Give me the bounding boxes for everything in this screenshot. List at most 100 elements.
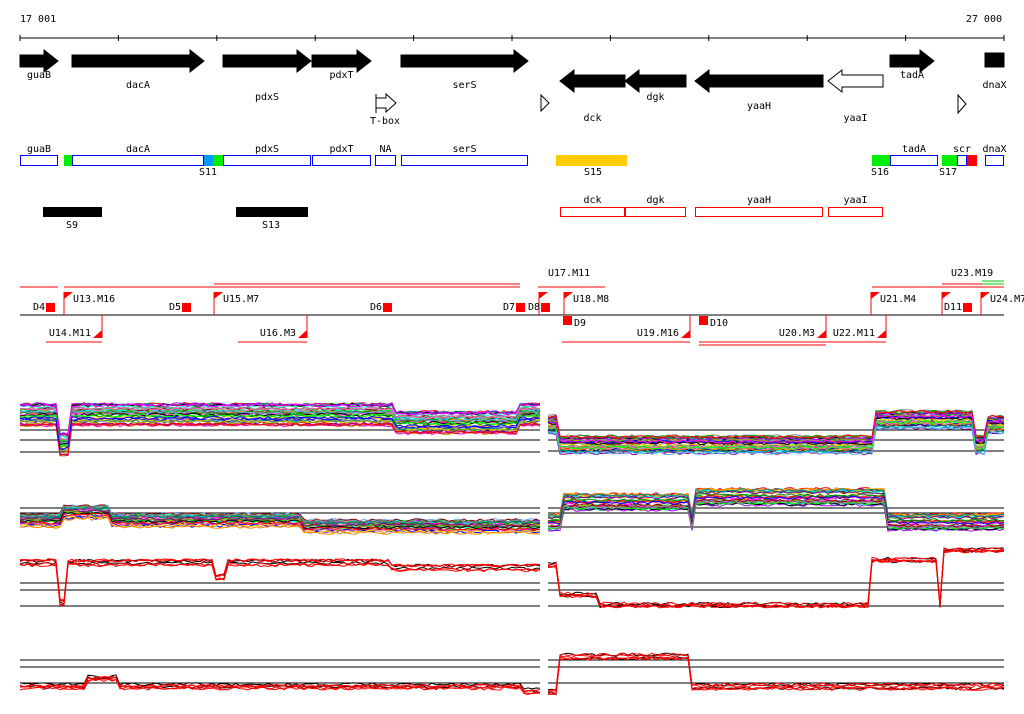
expression-trace: [19, 511, 541, 530]
axis-end-label: 27 000: [966, 14, 1002, 25]
gene-label-yaaI: yaaI: [843, 113, 867, 124]
transcript-label: dacA: [126, 144, 150, 155]
expression-trace: [547, 412, 1005, 441]
d-marker[interactable]: [541, 303, 550, 312]
d-label: D8: [528, 302, 540, 313]
transcript-label: NA: [379, 144, 391, 155]
d-marker[interactable]: [563, 316, 572, 325]
segment-S13[interactable]: [236, 207, 308, 217]
transcript-label: serS: [452, 144, 476, 155]
transcript-segment[interactable]: [890, 155, 938, 166]
gene-arrow-dnaX[interactable]: [984, 52, 1005, 68]
gene-arrow-dgk[interactable]: [624, 68, 687, 94]
tbox-arrow-icon: [375, 92, 397, 114]
d-label: D9: [574, 318, 586, 329]
d-label: D10: [710, 318, 728, 329]
expression-trace: [547, 547, 1004, 606]
gene-label-pdxS: pdxS: [255, 92, 279, 103]
antisense-dgk[interactable]: [625, 207, 686, 217]
expression-trace: [547, 415, 1005, 444]
gene-arrow-yaaH[interactable]: [694, 68, 824, 94]
transcript-segment[interactable]: [401, 155, 528, 166]
upshift-label: U13.M16: [73, 294, 115, 305]
d-marker[interactable]: [46, 303, 55, 312]
antisense-dck[interactable]: [560, 207, 625, 217]
transcript-segment[interactable]: [20, 155, 58, 166]
axis-start-label: 17 001: [20, 14, 56, 25]
transcript-label: tadA: [902, 144, 926, 155]
expression-trace: [547, 426, 1005, 456]
expression-trace: [547, 490, 1005, 520]
gene-arrow-guaB[interactable]: [19, 48, 59, 74]
transcript-segment[interactable]: [204, 155, 213, 166]
d-label: D6: [370, 302, 382, 313]
flag-icon: [214, 292, 223, 299]
expression-trace: [19, 406, 541, 442]
d-marker[interactable]: [182, 303, 191, 312]
expression-trace: [19, 563, 541, 607]
antisense-label: yaaI: [843, 195, 867, 206]
expression-trace: [19, 413, 541, 448]
antisense-yaaI[interactable]: [828, 207, 883, 217]
transcript-segment[interactable]: [957, 155, 967, 166]
gene-arrow-yaaI[interactable]: [827, 68, 884, 94]
flag-icon: [817, 330, 826, 338]
expression-trace: [19, 403, 541, 438]
expression-trace: [547, 549, 1005, 609]
terminator-icon: [957, 93, 967, 115]
gene-label-dacA: dacA: [126, 80, 150, 91]
flag-icon: [681, 330, 690, 338]
transcript-segment[interactable]: [556, 155, 627, 166]
transcript-segment[interactable]: [312, 155, 371, 166]
d-marker[interactable]: [699, 316, 708, 325]
gene-arrow-dacA[interactable]: [71, 48, 205, 74]
expression-trace: [19, 419, 541, 455]
expression-trace: [19, 415, 541, 450]
downshift-label: U14.M11: [49, 328, 91, 339]
expression-trace: [547, 499, 1005, 529]
transcript-segment[interactable]: [942, 155, 957, 166]
antisense-label: dck: [583, 195, 601, 206]
transcript-segment[interactable]: [375, 155, 396, 166]
gene-label-dnaX: dnaX: [982, 80, 1006, 91]
downshift-label: U22.M11: [833, 328, 875, 339]
flag-icon: [93, 330, 102, 338]
transcript-segment[interactable]: [985, 155, 1004, 166]
gene-arrow-dck[interactable]: [559, 68, 626, 94]
antisense-label: yaaH: [747, 195, 771, 206]
expression-trace: [547, 424, 1005, 454]
antisense-yaaH[interactable]: [695, 207, 823, 217]
upshift-label: U15.M7: [223, 294, 259, 305]
d-marker[interactable]: [383, 303, 392, 312]
d-label: D5: [169, 302, 181, 313]
expression-trace: [547, 409, 1005, 439]
transcript-segment[interactable]: [64, 155, 72, 166]
expression-trace: [19, 506, 541, 525]
d-marker[interactable]: [516, 303, 525, 312]
gene-arrow-pdxS[interactable]: [222, 48, 312, 74]
expression-trace: [19, 508, 541, 527]
gene-arrow-pdxT[interactable]: [311, 48, 372, 74]
transcript-segment[interactable]: [967, 155, 977, 166]
d-marker[interactable]: [963, 303, 972, 312]
gene-arrow-tadA[interactable]: [889, 48, 935, 74]
transcript-segment[interactable]: [872, 155, 890, 166]
transcript-label: dnaX: [982, 144, 1006, 155]
transcript-segment[interactable]: [223, 155, 311, 166]
gene-label-tadA: tadA: [900, 70, 924, 81]
flag-icon: [942, 292, 951, 299]
expression-trace: [547, 492, 1005, 523]
expression-trace: [547, 652, 1005, 692]
expression-trace: [19, 562, 541, 607]
transcript-segment[interactable]: [72, 155, 204, 166]
downshift-label: U16.M3: [260, 328, 296, 339]
expression-trace: [19, 412, 541, 446]
gene-arrow-serS[interactable]: [400, 48, 529, 74]
expression-trace: [19, 675, 541, 692]
segment-label: S17: [939, 167, 957, 178]
d-label: D7: [503, 302, 515, 313]
segment-S9[interactable]: [43, 207, 102, 217]
transcript-segment[interactable]: [213, 155, 223, 166]
